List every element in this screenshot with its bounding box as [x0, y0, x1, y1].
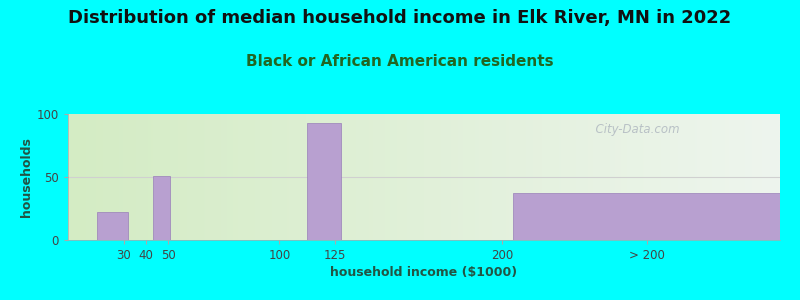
Bar	[307, 123, 341, 240]
Bar	[513, 194, 780, 240]
X-axis label: household income ($1000): household income ($1000)	[330, 266, 518, 279]
Text: Black or African American residents: Black or African American residents	[246, 54, 554, 69]
Y-axis label: households: households	[19, 137, 33, 217]
Bar	[153, 176, 170, 240]
Text: City-Data.com: City-Data.com	[588, 123, 679, 136]
Text: Distribution of median household income in Elk River, MN in 2022: Distribution of median household income …	[68, 9, 732, 27]
Bar	[97, 212, 128, 240]
